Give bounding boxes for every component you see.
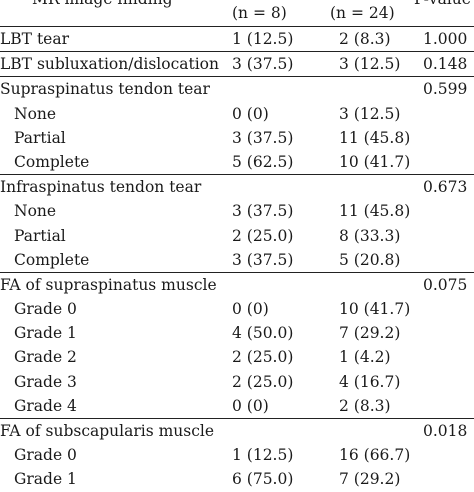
table-row: LBT tear 1 (12.5) 2 (8.3) 1.000 (0, 27, 474, 51)
header-group2: (n = 24) (330, 4, 395, 22)
row-group1-value: 0 (0) (232, 396, 269, 415)
row-group1-value: 1 (12.5) (232, 30, 294, 48)
table-row: Grade 3 2 (25.0) 4 (16.7) (0, 370, 474, 394)
row-group2-value: 5 (20.8) (339, 250, 401, 269)
row-label: LBT subluxation/dislocation (0, 55, 219, 74)
row-label: Partial (14, 128, 66, 147)
row-group1-value: 3 (37.5) (232, 55, 294, 74)
table-row: LBT subluxation/dislocation 3 (37.5) 3 (12… (0, 51, 474, 76)
row-group2-value: 10 (41.7) (339, 152, 411, 171)
table-row: Supraspinatus tendon tear 0.599 (0, 76, 474, 101)
row-label: Grade 2 (14, 348, 77, 367)
table-body: LBT tear 1 (12.5) 2 (8.3) 1.000 LBT subluxat… (0, 27, 474, 492)
row-label: Grade 1 (14, 324, 77, 343)
row-group2-value: 4 (16.7) (339, 372, 401, 391)
table-row: Grade 1 4 (50.0) 7 (29.2) (0, 321, 474, 345)
row-group2-value: 2 (8.3) (339, 30, 391, 48)
row-group2-value: 3 (12.5) (339, 55, 401, 74)
row-label: Infraspinatus tendon tear (0, 178, 202, 197)
row-group2-value: 16 (66.7) (339, 446, 411, 465)
row-group1-value: 2 (25.0) (232, 372, 294, 391)
row-group1-value: 3 (37.5) (232, 250, 294, 269)
header-finding: MR image finding (32, 0, 173, 8)
header-group1: (n = 8) (232, 4, 287, 22)
row-group2-value: 7 (29.2) (339, 324, 401, 343)
table-row: FA of supraspinatus muscle 0.075 (0, 271, 474, 297)
row-group2-value: 11 (45.8) (339, 128, 411, 147)
table-row: Partial 2 (25.0) 8 (33.3) (0, 224, 474, 248)
row-group1-value: 0 (0) (232, 300, 269, 319)
row-group2-value: 8 (33.3) (339, 226, 401, 245)
row-group2-value: 1 (4.2) (339, 348, 391, 367)
table-row: Partial 3 (37.5) 11 (45.8) (0, 126, 474, 150)
row-group1-value: 5 (62.5) (232, 152, 294, 171)
row-label: None (14, 104, 57, 123)
header-pvalue: P-value (414, 0, 471, 8)
row-pvalue: 0.148 (423, 55, 468, 74)
row-label: Grade 4 (14, 396, 77, 415)
table-row: Complete 5 (62.5) 10 (41.7) (0, 150, 474, 174)
row-label: Complete (14, 152, 90, 171)
table-header: MR image finding (n = 8) (n = 24) P-valu… (0, 0, 474, 27)
table-row: Complete 3 (37.5) 5 (20.8) (0, 248, 474, 272)
row-group1-value: 4 (50.0) (232, 324, 294, 343)
row-label: Complete (14, 250, 90, 269)
row-label: Grade 1 (14, 470, 77, 489)
row-pvalue: 0.075 (423, 275, 468, 294)
row-group2-value: 7 (29.2) (339, 470, 401, 489)
row-pvalue: 0.599 (423, 80, 468, 99)
row-label: Grade 0 (14, 300, 77, 319)
row-group1-value: 0 (0) (232, 104, 269, 123)
table-row: Grade 0 1 (12.5) 16 (66.7) (0, 443, 474, 467)
row-group1-value: 3 (37.5) (232, 128, 294, 147)
row-label: Grade 3 (14, 372, 77, 391)
row-group2-value: 11 (45.8) (339, 202, 411, 221)
table-row: Grade 0 0 (0) 10 (41.7) (0, 297, 474, 321)
table-row: Grade 4 0 (0) 2 (8.3) (0, 394, 474, 418)
row-pvalue: 0.673 (423, 178, 468, 197)
row-group1-value: 2 (25.0) (232, 226, 294, 245)
table-row: Grade 1 6 (75.0) 7 (29.2) (0, 467, 474, 491)
row-group2-value: 10 (41.7) (339, 300, 411, 319)
row-pvalue: 0.018 (423, 422, 468, 440)
table-row: Infraspinatus tendon tear 0.673 (0, 174, 474, 199)
row-group2-value: 3 (12.5) (339, 104, 401, 123)
row-group1-value: 3 (37.5) (232, 202, 294, 221)
row-group1-value: 6 (75.0) (232, 470, 294, 489)
table-row: None 0 (0) 3 (12.5) (0, 102, 474, 126)
row-label: Supraspinatus tendon tear (0, 80, 210, 99)
row-label: Partial (14, 226, 66, 245)
row-label: FA of subscapularis muscle (0, 422, 215, 440)
table-row: Grade 2 2 (25.0) 1 (4.2) (0, 345, 474, 369)
row-pvalue: 1.000 (423, 30, 468, 48)
row-label: FA of supraspinatus muscle (0, 275, 217, 294)
table-row: None 3 (37.5) 11 (45.8) (0, 199, 474, 223)
table-row: FA of subscapularis muscle 0.018 (0, 418, 474, 443)
row-group1-value: 1 (12.5) (232, 446, 294, 465)
row-label: None (14, 202, 57, 221)
row-group2-value: 2 (8.3) (339, 396, 391, 415)
row-label: Grade 0 (14, 446, 77, 465)
row-group1-value: 2 (25.0) (232, 348, 294, 367)
row-label: LBT tear (0, 30, 70, 48)
